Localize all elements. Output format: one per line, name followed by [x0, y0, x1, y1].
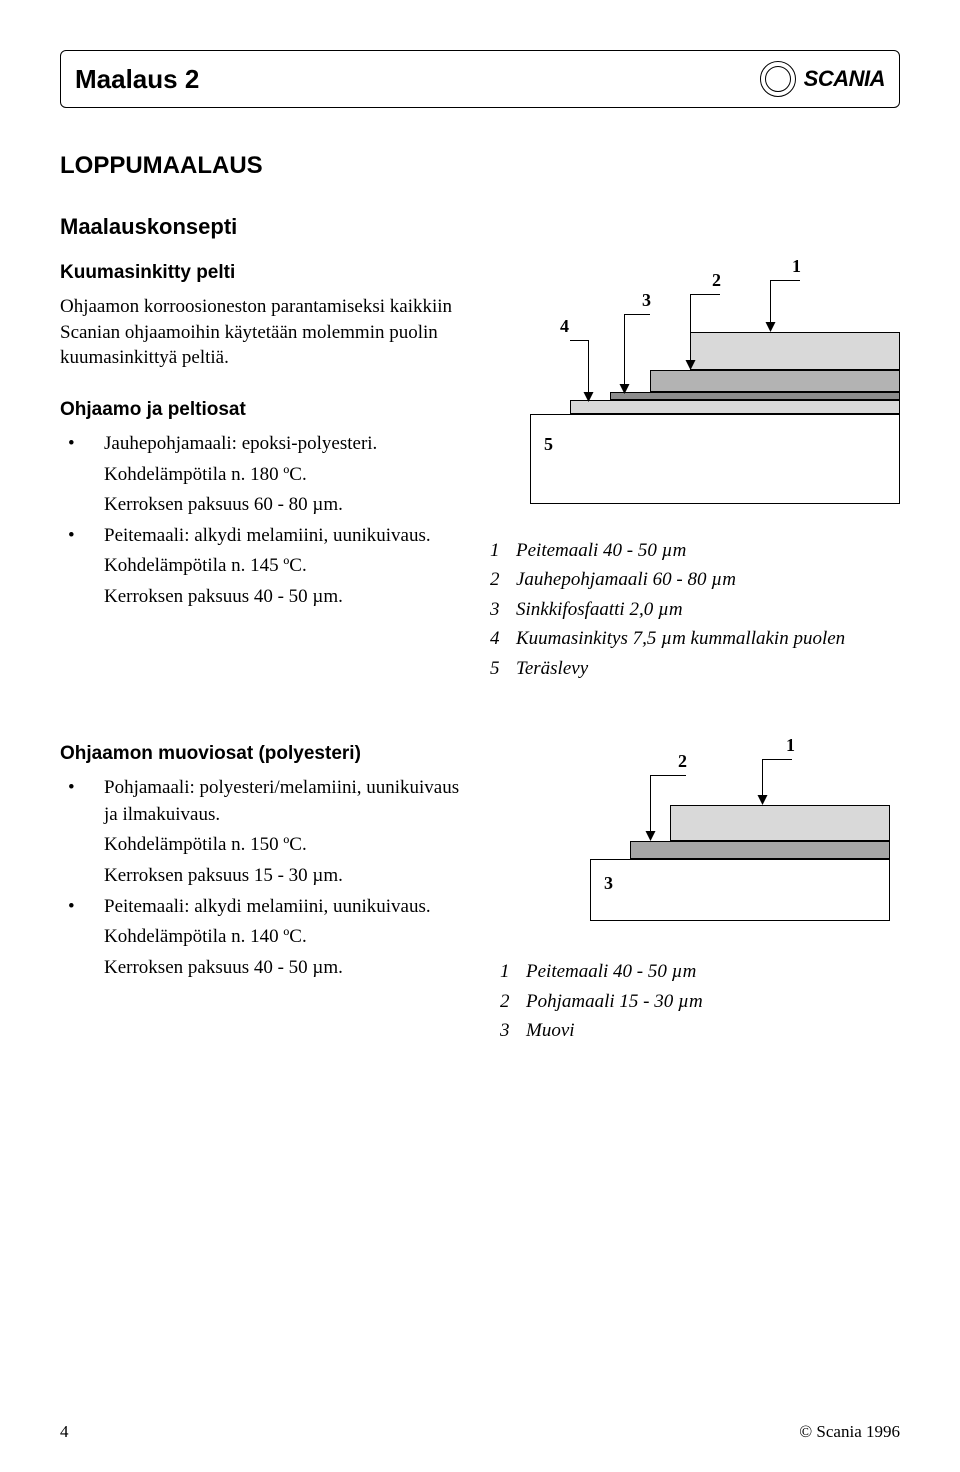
legend-item: 4 Kuumasinkitys 7,5 µm kummallakin puolen — [490, 624, 900, 653]
ptr3-arrow — [620, 384, 630, 394]
header-bar: Maalaus 2 SCANIA — [60, 50, 900, 108]
layer-4 — [570, 400, 900, 414]
legend-text: Jauhepohjamaali 60 - 80 µm — [516, 565, 736, 594]
legend-item: 5 Teräslevy — [490, 654, 900, 683]
block1-h3: Kuumasinkitty pelti — [60, 262, 460, 284]
layer-3b — [590, 859, 890, 921]
legend-text: Pohjamaali 15 - 30 µm — [526, 987, 703, 1016]
legend-item: 3 Sinkkifosfaatti 2,0 µm — [490, 595, 900, 624]
legend-1: 1 Peitemaali 40 - 50 µm 2 Jauhepohjamaali … — [490, 536, 900, 683]
ptr4-label: 4 — [560, 316, 569, 337]
list-item: Kerroksen paksuus 40 - 50 µm. — [60, 955, 470, 982]
legend-item: 1 Peitemaali 40 - 50 µm — [490, 536, 900, 565]
ptr1-vline — [770, 280, 771, 324]
list-item: Kohdelämpötila n. 150 ºC. — [60, 832, 470, 859]
list-item: Kerroksen paksuus 60 - 80 µm. — [60, 492, 460, 519]
ptr4-vline — [588, 340, 589, 394]
layer3b-label: 3 — [604, 873, 613, 894]
layer-2b — [630, 841, 890, 859]
ptr2b-hline — [650, 775, 686, 776]
list-item: Pohjamaali: polyesteri/melamiini, uuniku… — [60, 775, 470, 828]
ptr1b-label: 1 — [786, 735, 795, 756]
legend-item: 1 Peitemaali 40 - 50 µm — [500, 957, 900, 986]
col-text-1: Kuumasinkitty pelti Ohjaamon korroosione… — [60, 262, 460, 614]
list-item: Kohdelämpötila n. 180 ºC. — [60, 462, 460, 489]
griffin-icon — [760, 61, 796, 97]
layer5-label: 5 — [544, 434, 553, 455]
legend-text: Muovi — [526, 1016, 575, 1045]
legend-num: 2 — [490, 565, 506, 594]
block2-h3: Ohjaamo ja peltiosat — [60, 399, 460, 421]
header-title: Maalaus 2 — [75, 64, 199, 95]
ptr2b-label: 2 — [678, 751, 687, 772]
block1-para: Ohjaamon korroosioneston parantamiseksi … — [60, 294, 460, 371]
list-item: Kerroksen paksuus 15 - 30 µm. — [60, 863, 470, 890]
row-1: Kuumasinkitty pelti Ohjaamon korroosione… — [60, 262, 900, 683]
section-h1: LOPPUMAALAUS — [60, 152, 900, 180]
legend-num: 3 — [500, 1016, 516, 1045]
layer-5 — [530, 414, 900, 504]
col-fig-2: 3 1 2 1 Peitemaali 40 - 50 µm 2 Pohjamaali… — [500, 743, 900, 1045]
ptr2-arrow — [686, 360, 696, 370]
list-item: Jauhepohjamaali: epoksi-polyesteri. — [60, 431, 460, 458]
layer-diagram-2: 3 1 2 — [520, 743, 900, 943]
copyright: © Scania 1996 — [799, 1422, 900, 1442]
ptr1b-hline — [762, 759, 792, 760]
legend-text: Teräslevy — [516, 654, 588, 683]
legend-2: 1 Peitemaali 40 - 50 µm 2 Pohjamaali 15 - … — [500, 957, 900, 1045]
ptr2-vline — [690, 294, 691, 362]
ptr3-hline — [624, 314, 650, 315]
block2-list: Jauhepohjamaali: epoksi-polyesteri. Kohd… — [60, 431, 460, 611]
legend-num: 2 — [500, 987, 516, 1016]
ptr4-arrow — [584, 392, 594, 402]
layer-diagram-1: 5 1 2 3 4 — [500, 262, 900, 522]
list-item: Kohdelämpötila n. 140 ºC. — [60, 924, 470, 951]
block3-list: Pohjamaali: polyesteri/melamiini, uuniku… — [60, 775, 470, 981]
legend-text: Peitemaali 40 - 50 µm — [526, 957, 696, 986]
layer-2 — [650, 370, 900, 392]
section-h2: Maalauskonsepti — [60, 214, 900, 240]
ptr1b-arrow — [758, 795, 768, 805]
ptr1-label: 1 — [792, 256, 801, 277]
ptr1b-vline — [762, 759, 763, 797]
legend-text: Sinkkifosfaatti 2,0 µm — [516, 595, 683, 624]
list-item: Peitemaali: alkydi melamiini, uunikuivau… — [60, 523, 460, 550]
ptr2b-arrow — [646, 831, 656, 841]
footer: 4 © Scania 1996 — [60, 1422, 900, 1442]
legend-num: 4 — [490, 624, 506, 653]
ptr3-label: 3 — [642, 290, 651, 311]
page-number: 4 — [60, 1422, 69, 1442]
block3-h3: Ohjaamon muoviosat (polyesteri) — [60, 743, 470, 765]
layer-3 — [610, 392, 900, 400]
legend-num: 1 — [500, 957, 516, 986]
legend-item: 2 Jauhepohjamaali 60 - 80 µm — [490, 565, 900, 594]
ptr3-vline — [624, 314, 625, 386]
brand-text: SCANIA — [804, 66, 885, 92]
legend-num: 5 — [490, 654, 506, 683]
ptr2b-vline — [650, 775, 651, 833]
legend-item: 3 Muovi — [500, 1016, 900, 1045]
ptr4-hline — [570, 340, 588, 341]
ptr1-arrow — [766, 322, 776, 332]
legend-text: Peitemaali 40 - 50 µm — [516, 536, 686, 565]
list-item: Kohdelämpötila n. 145 ºC. — [60, 553, 460, 580]
ptr2-hline — [690, 294, 720, 295]
legend-num: 1 — [490, 536, 506, 565]
list-item: Kerroksen paksuus 40 - 50 µm. — [60, 584, 460, 611]
list-item: Peitemaali: alkydi melamiini, uunikuivau… — [60, 894, 470, 921]
brand-logo: SCANIA — [760, 61, 885, 97]
legend-item: 2 Pohjamaali 15 - 30 µm — [500, 987, 900, 1016]
layer-1b — [670, 805, 890, 841]
legend-text: Kuumasinkitys 7,5 µm kummallakin puolen — [516, 624, 845, 653]
col-text-2: Ohjaamon muoviosat (polyesteri) Pohjamaa… — [60, 743, 470, 985]
ptr1-hline — [770, 280, 800, 281]
col-fig-1: 5 1 2 3 4 1Peitemaali 40 - 50 µm 2Jau — [490, 262, 900, 683]
layer-1 — [690, 332, 900, 370]
legend-num: 3 — [490, 595, 506, 624]
row-2: Ohjaamon muoviosat (polyesteri) Pohjamaa… — [60, 743, 900, 1045]
ptr2-label: 2 — [712, 270, 721, 291]
